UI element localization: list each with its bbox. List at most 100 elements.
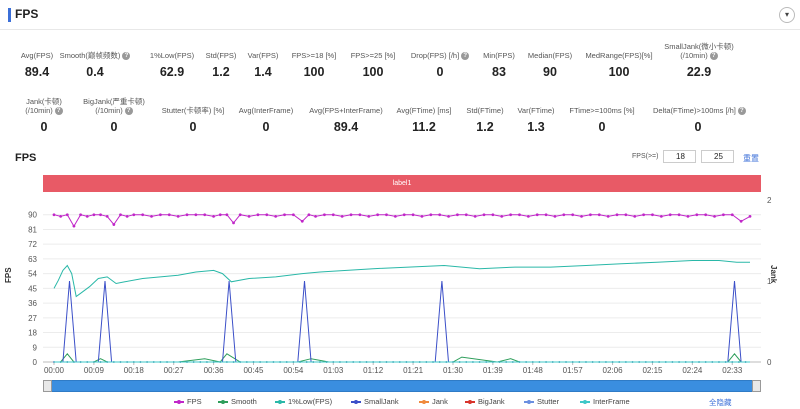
fps-filter-label: FPS(>=) (632, 153, 659, 160)
fps-point (420, 214, 424, 218)
x-tick: 00:54 (283, 366, 304, 375)
fps-point (615, 213, 619, 217)
metric-label-text: FPS>=18 [%] (291, 51, 337, 60)
row1-metric-5: FPS>=18 [%] 100 (269, 51, 359, 79)
legend-item-interframe[interactable]: InterFrame (580, 397, 630, 406)
legend-item-smalljank[interactable]: SmallJank (351, 397, 399, 406)
fps-point (730, 213, 734, 217)
fps-chart[interactable]: 0 9 18 27 36 45 54 63 72 81 90 0 1 2 00:00 00:09 00:18 00… (0, 195, 800, 380)
series-line-smooth (54, 353, 750, 363)
legend-item-jank[interactable]: Jank (419, 397, 448, 406)
metric-label-line1: BigJank(严重卡顿) (83, 97, 145, 106)
legend-swatch (275, 399, 285, 404)
collapse-chevron-icon[interactable]: ▾ (779, 7, 795, 23)
fps-point (526, 214, 530, 218)
metric-value: 0 (189, 120, 197, 134)
metric-label-text: Std(FTime) (466, 106, 504, 115)
x-tick: 00:00 (44, 366, 65, 375)
row2-metric-6: Std(FTime) 1.2 (440, 106, 530, 134)
y-tick-left: 18 (28, 329, 37, 338)
scrollbar-right-handle[interactable] (752, 380, 761, 392)
fps-point (92, 213, 96, 217)
metric-label-text: Avg(FPS+InterFrame) (309, 106, 383, 115)
legend-item-stutter[interactable]: Stutter (524, 397, 559, 406)
metric-value: 100 (362, 65, 384, 79)
row1-metric-0: Avg(FPS) 89.4 (0, 51, 82, 79)
fps-point (72, 224, 76, 228)
x-tick: 01:21 (403, 366, 424, 375)
fps-point (323, 213, 326, 217)
metric-label: FPS>=18 [%] (269, 51, 359, 60)
metric-value: 11.2 (412, 120, 436, 134)
fps-point (265, 213, 269, 217)
legend-label: FPS (187, 397, 202, 406)
fps-point (580, 214, 583, 218)
legend-label: 1%Low(FPS) (288, 397, 333, 406)
fps-point (402, 213, 406, 217)
help-icon[interactable]: ? (124, 107, 133, 116)
help-icon[interactable]: ? (737, 107, 746, 116)
fps-point (473, 214, 477, 218)
row2-metric-4: Avg(FPS+InterFrame) 89.4 (301, 106, 391, 134)
help-icon[interactable]: ? (461, 52, 470, 61)
legend-item-bigjank[interactable]: BigJank (465, 397, 505, 406)
metric-label: Std(FPS) (176, 51, 266, 60)
x-tick: 00:36 (204, 366, 225, 375)
y-tick-left: 27 (28, 314, 37, 323)
metric-value: 0 (262, 120, 270, 134)
metric-label-text: Median(FPS) (527, 51, 573, 60)
row1-metric-11: SmallJank(微小卡顿) (/10min)? 22.9 (654, 42, 744, 79)
metric-value: 89.4 (24, 65, 50, 79)
metric-label-text: Min(FPS) (483, 51, 515, 60)
fps-filter-high-input[interactable]: 25 (701, 150, 734, 163)
metric-value: 1.2 (212, 65, 230, 79)
legend-item-1-low-fps-[interactable]: 1%Low(FPS) (275, 397, 332, 406)
row2-metric-5: Avg(FTime) [ms] 11.2 (379, 106, 469, 134)
label-bar[interactable]: label1 (43, 175, 761, 192)
metric-label: (/10min)? (654, 51, 744, 61)
legend-swatch (351, 399, 361, 404)
row1-metric-9: Median(FPS) 90 (505, 51, 595, 79)
legend-label: Stutter (537, 397, 560, 406)
fps-point (52, 213, 56, 217)
fps-point (411, 213, 415, 217)
fps-point (642, 213, 646, 217)
fps-point (535, 213, 539, 217)
metric-label-text: Drop(FPS) [/h] (410, 51, 460, 60)
legend-item-fps[interactable]: FPS (174, 397, 202, 406)
row1-metric-3: Std(FPS) 1.2 (176, 51, 266, 79)
metric-label: Stutter(卡顿率) [%] (148, 106, 238, 115)
metric-value: 89.4 (333, 120, 359, 134)
metric-label: FPS>=25 [%] (328, 51, 418, 60)
metric-value: 83 (492, 65, 506, 79)
metric-label-text: (/10min) (95, 106, 123, 115)
fps-point (633, 214, 637, 218)
fps-point (256, 213, 260, 217)
metric-label: Smooth(巅帧频数)? (50, 51, 140, 61)
fps-point (194, 213, 198, 217)
fps-point (158, 213, 162, 217)
help-icon[interactable]: ? (122, 52, 131, 61)
time-range-scrollbar[interactable] (43, 380, 761, 392)
metric-label-text: (/10min) (25, 106, 53, 115)
scrollbar-left-handle[interactable] (43, 380, 52, 392)
metric-label-line1: Jank(卡顿) (26, 97, 62, 106)
help-icon[interactable]: ? (54, 107, 63, 116)
legend-label: Smooth (231, 397, 257, 406)
row1-metric-2: 1%Low(FPS) 62.9 (127, 51, 217, 79)
reset-link[interactable]: 重置 (743, 154, 759, 163)
metric-label: MedRange(FPS)[%] (574, 51, 664, 60)
metric-label-text: 1%Low(FPS) (149, 51, 195, 60)
help-icon[interactable]: ? (709, 52, 718, 61)
series-line-1-low-fps- (53, 260, 750, 298)
section-title: FPS (15, 7, 39, 21)
legend-label: InterFrame (593, 397, 630, 406)
fps-filter-low-input[interactable]: 18 (663, 150, 696, 163)
fps-point (85, 214, 89, 218)
fps-point (238, 213, 242, 217)
y-tick-left: 63 (28, 255, 37, 264)
chart-title: FPS (15, 152, 37, 164)
metric-label: FTime>=100ms [%] (557, 106, 647, 115)
legend-item-smooth[interactable]: Smooth (218, 397, 257, 406)
hide-all-link[interactable]: 全隐藏 (709, 398, 732, 407)
